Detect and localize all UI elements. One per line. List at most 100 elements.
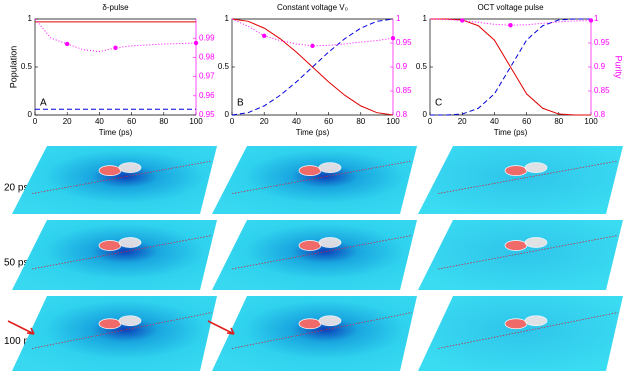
x-tick-label: 60	[324, 117, 333, 126]
y-tick-label: 0	[225, 110, 230, 119]
x-tick-label: 80	[356, 117, 365, 126]
x-tick-label: 40	[95, 117, 104, 126]
y2-tick-label: 0.85	[594, 86, 610, 95]
y2-tick-label: 0.8	[396, 110, 408, 119]
x-tick-label: 0	[428, 117, 433, 126]
surface-snapshot	[207, 296, 417, 371]
y2-tick-label: 0.97	[199, 72, 215, 81]
axis-trace	[31, 235, 213, 270]
x-axis-label: Time (ps)	[99, 128, 133, 137]
line-series	[231, 18, 394, 47]
surface-snapshot	[212, 220, 417, 290]
line-series	[231, 18, 394, 116]
marker	[460, 18, 465, 23]
dot-white	[118, 237, 142, 248]
surface-snapshot	[7, 296, 217, 371]
surface-snapshot	[12, 146, 217, 214]
dot-white	[318, 237, 342, 248]
surface	[418, 296, 623, 371]
x-tick-label: 60	[127, 117, 136, 126]
y2-tick-label: 0.95	[199, 110, 215, 119]
axis-trace	[437, 160, 619, 194]
y-tick-label: 0.5	[416, 62, 428, 71]
line-series	[430, 18, 591, 116]
x-tick-label: 100	[584, 117, 598, 126]
marker	[390, 36, 396, 41]
marker	[65, 41, 70, 47]
surface	[12, 220, 217, 290]
axes-frame	[231, 18, 393, 116]
marker	[588, 18, 594, 23]
dot-red	[298, 240, 322, 251]
dot-red	[504, 318, 528, 330]
marker	[262, 33, 267, 38]
y2-tick-label: 0.85	[396, 86, 412, 95]
y2-tick-label: 0.95	[594, 38, 610, 47]
line-series	[430, 18, 591, 116]
dot-white	[524, 237, 548, 248]
x-tick-label: 100	[189, 117, 203, 126]
y2-tick-label: 0.98	[199, 53, 215, 62]
y2-tick-label: 0.8	[594, 110, 606, 119]
y2-tick-label: 1	[594, 14, 599, 23]
surface-snapshot	[12, 220, 217, 290]
axes-frame	[429, 18, 591, 116]
dot-red	[298, 318, 322, 330]
y2-tick-label: 0.96	[199, 91, 215, 100]
dot-white	[524, 315, 548, 327]
snapshot-label: 100 ps	[4, 336, 34, 347]
y-tick-label: 1	[225, 14, 230, 23]
y-tick-label: 0.5	[218, 62, 230, 71]
y2-tick-label: 0.99	[199, 33, 215, 42]
y2-tick-label: 0.9	[594, 62, 606, 71]
y-tick-label: 0	[28, 110, 33, 119]
arrow	[207, 320, 235, 335]
surface	[212, 296, 417, 371]
marker	[508, 23, 513, 28]
x-tick-label: 40	[292, 117, 301, 126]
axis-trace	[437, 235, 619, 270]
line-series	[231, 18, 394, 116]
snapshot-label: 20 ps	[4, 183, 28, 194]
surface	[212, 146, 417, 214]
surface	[418, 220, 623, 290]
snapshot-label: 50 ps	[4, 258, 28, 269]
dot-red	[504, 240, 528, 251]
dot-red	[298, 165, 322, 176]
dot-white	[318, 162, 342, 173]
dot-white	[118, 162, 142, 173]
surface-snapshot	[212, 146, 417, 214]
x-tick-label: 60	[522, 117, 531, 126]
chart-title: Constant voltage V₀	[277, 3, 348, 12]
panel-label: C	[435, 98, 442, 109]
y-axis-label: Population	[8, 46, 18, 89]
dot-white	[118, 315, 142, 327]
y-tick-label: 1	[28, 14, 33, 23]
surface-snapshot	[418, 220, 623, 290]
dot-red	[504, 165, 528, 176]
marker	[193, 40, 199, 46]
axis-trace	[231, 312, 413, 349]
surface	[12, 296, 217, 371]
x-tick-label: 0	[33, 117, 38, 126]
dot-white	[318, 315, 342, 327]
surface-snapshot	[418, 146, 623, 214]
chart-title: OCT voltage pulse	[477, 3, 544, 12]
chart-title: δ-pulse	[102, 3, 129, 12]
y-tick-label: 0	[423, 110, 428, 119]
axis-trace	[31, 160, 213, 194]
x-tick-label: 80	[554, 117, 563, 126]
surface	[212, 220, 417, 290]
x-tick-label: 100	[386, 117, 400, 126]
panel-label: A	[40, 98, 47, 109]
dot-red	[98, 165, 122, 176]
axis-trace	[231, 235, 413, 270]
marker	[113, 45, 118, 50]
axes-frame	[34, 18, 196, 116]
x-axis-label: Time (ps)	[296, 128, 330, 137]
x-axis-label: Time (ps)	[494, 128, 528, 137]
axis-trace	[231, 160, 413, 194]
y2-tick-label: 1	[396, 14, 401, 23]
y-tick-label: 0.5	[21, 62, 33, 71]
